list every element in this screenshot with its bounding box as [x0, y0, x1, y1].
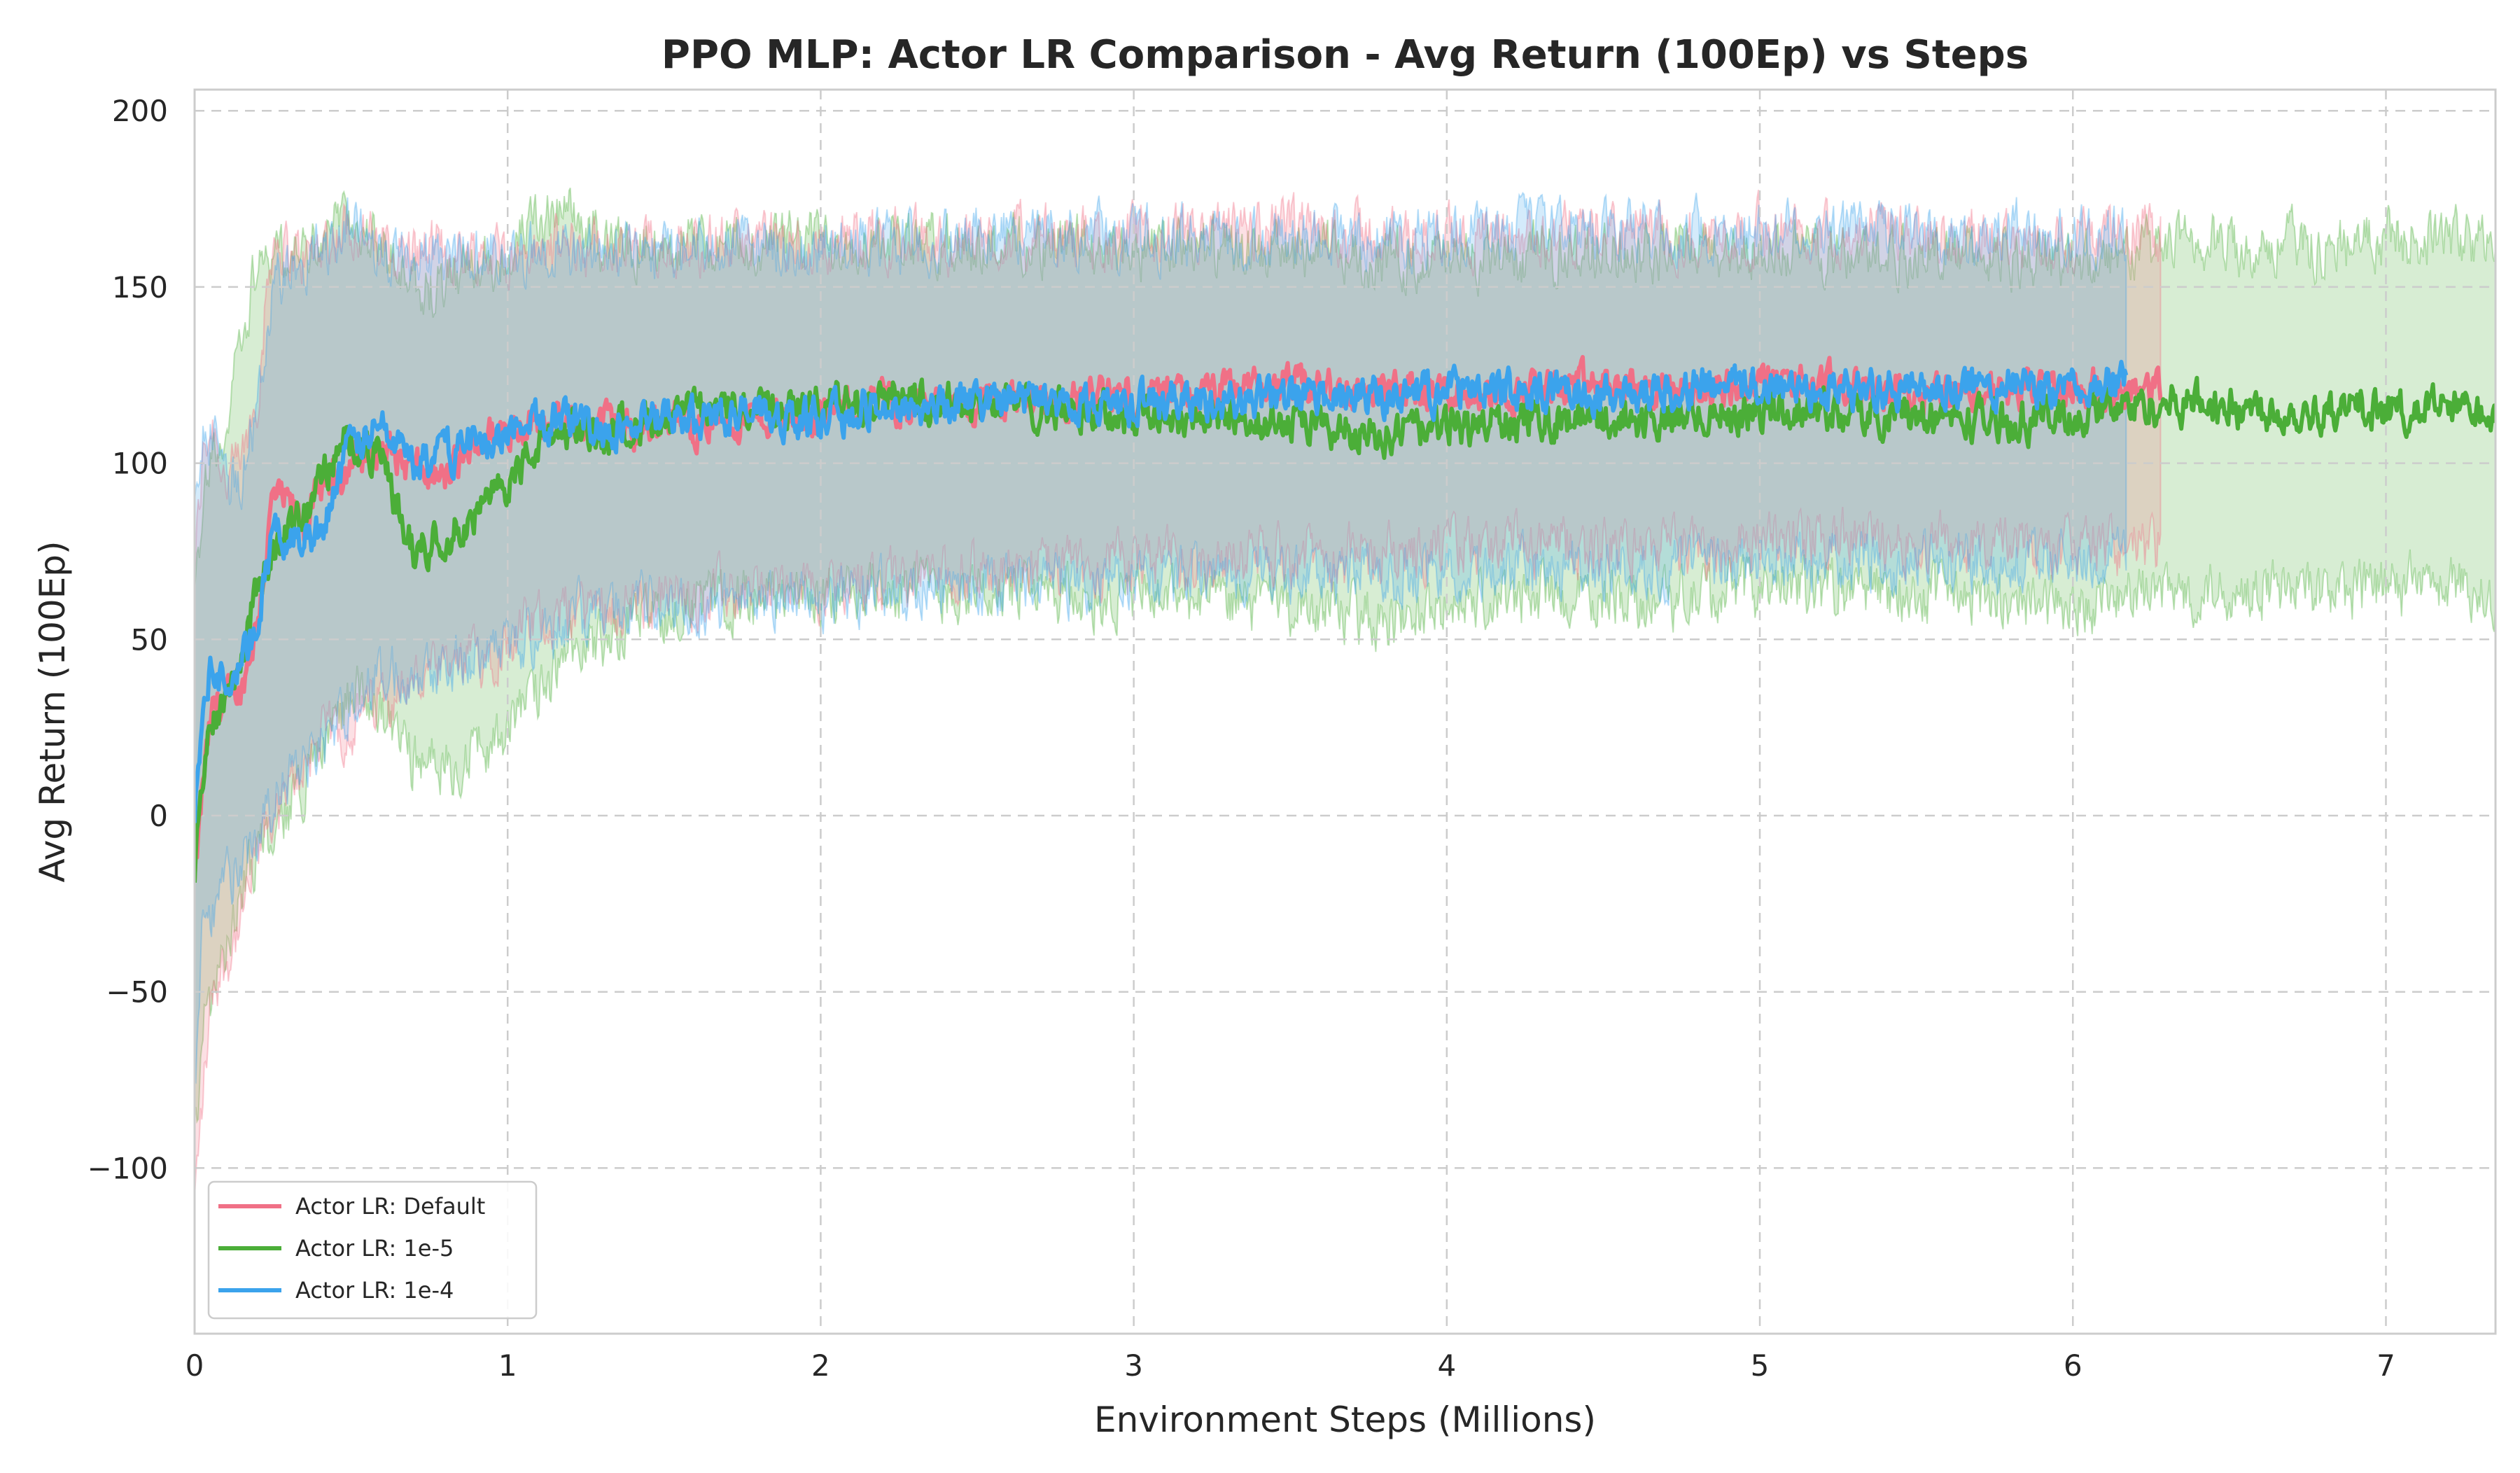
y-axis-label: Avg Return (100Ep) — [32, 540, 73, 882]
x-tick-label: 3 — [1124, 1348, 1143, 1383]
x-tick-label: 6 — [2064, 1348, 2082, 1383]
y-tick-label: −100 — [88, 1151, 168, 1185]
y-tick-label: 50 — [131, 622, 168, 657]
legend-label: Actor LR: Default — [295, 1193, 485, 1220]
confidence-band — [195, 191, 2127, 1084]
grid — [193, 90, 2496, 1334]
y-tick-label: 200 — [112, 94, 168, 128]
confidence-band — [195, 189, 2162, 1197]
y-tick-label: 0 — [149, 799, 168, 833]
x-tick-label: 0 — [186, 1348, 204, 1383]
legend: Actor LR: Default Actor LR: 1e-5 Actor LR:… — [207, 1180, 538, 1320]
series-line — [195, 375, 2496, 883]
series-line — [195, 359, 2129, 823]
legend-label: Actor LR: 1e-4 — [295, 1277, 454, 1304]
x-axis-label: Environment Steps (Millions) — [1094, 1399, 1596, 1440]
x-tick-label: 7 — [2376, 1348, 2395, 1383]
confidence-bands — [195, 187, 2496, 1197]
chart-title: PPO MLP: Actor LR Comparison - Avg Retur… — [662, 32, 2029, 78]
y-tick-label: 150 — [112, 270, 168, 305]
y-tick-label: 100 — [112, 447, 168, 481]
series-lines — [195, 355, 2496, 883]
x-tick-label: 1 — [498, 1348, 517, 1383]
tick-labels: 0 1 2 3 4 5 6 7 −100 −50 0 50 100 150 200 — [88, 94, 2395, 1383]
plot-frame — [193, 88, 2497, 1335]
legend-box — [207, 1180, 538, 1320]
x-tick-label: 2 — [811, 1348, 830, 1383]
x-tick-label: 5 — [1751, 1348, 1770, 1383]
x-tick-label: 4 — [1437, 1348, 1456, 1383]
legend-label: Actor LR: 1e-5 — [295, 1235, 454, 1262]
y-tick-label: −50 — [106, 975, 168, 1010]
